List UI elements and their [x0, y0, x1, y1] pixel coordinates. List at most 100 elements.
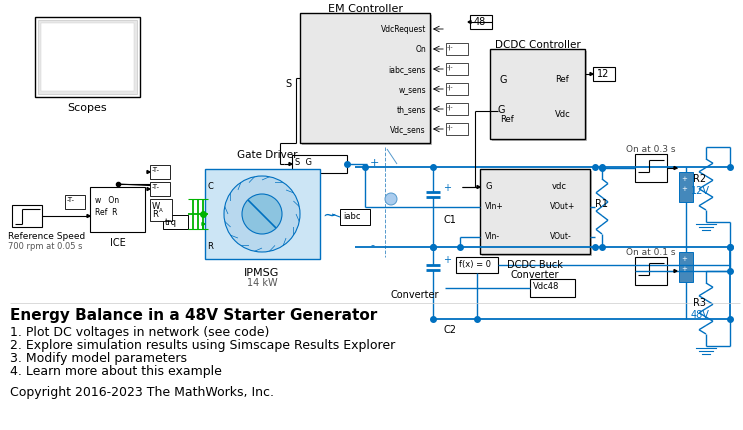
Circle shape [385, 194, 397, 206]
Text: Energy Balance in a 48V Starter Generator: Energy Balance in a 48V Starter Generato… [10, 307, 377, 322]
Text: 48: 48 [474, 17, 486, 27]
Text: +: + [681, 255, 687, 261]
Text: R: R [152, 209, 158, 218]
Text: iabc: iabc [343, 212, 360, 221]
Polygon shape [147, 188, 150, 191]
Text: R: R [207, 241, 213, 250]
Text: Converter: Converter [391, 289, 439, 299]
Text: On at 0.3 s: On at 0.3 s [626, 144, 675, 154]
Bar [90, 187, 145, 233]
Text: Vdc: Vdc [555, 110, 571, 119]
Bar [480, 169, 590, 255]
Text: Converter: Converter [510, 269, 559, 280]
Text: VOut-: VOut- [550, 231, 572, 240]
Text: G: G [498, 105, 505, 115]
Text: 700 rpm at 0.05 s: 700 rpm at 0.05 s [8, 241, 82, 250]
Polygon shape [674, 270, 677, 273]
Polygon shape [590, 74, 593, 76]
Bar [470, 16, 492, 30]
Bar [446, 64, 468, 76]
Bar [292, 156, 347, 174]
Text: R1: R1 [595, 199, 608, 209]
Bar [482, 172, 592, 256]
Text: 3. Modify model parameters: 3. Modify model parameters [10, 351, 187, 364]
Text: 1. Plot DC voltages in network (see code): 1. Plot DC voltages in network (see code… [10, 325, 270, 338]
Text: VIn+: VIn+ [485, 202, 504, 211]
Bar [12, 206, 42, 227]
Text: DCDC Controller: DCDC Controller [495, 40, 580, 50]
Text: ICE: ICE [110, 237, 126, 247]
Text: -|-: -|- [447, 85, 454, 90]
Text: -|-: -|- [447, 105, 454, 110]
Polygon shape [87, 215, 90, 218]
Text: -T-: -T- [67, 197, 75, 203]
Text: -T-: -T- [152, 166, 160, 172]
Text: +: + [681, 186, 687, 191]
Text: On at 0.1 s: On at 0.1 s [626, 247, 675, 256]
Text: W: W [152, 202, 160, 211]
Text: th_sens: th_sens [397, 105, 426, 114]
Bar [38, 21, 137, 95]
Text: 4. Learn more about this example: 4. Learn more about this example [10, 364, 222, 377]
Text: S: S [286, 79, 292, 89]
Polygon shape [202, 223, 205, 226]
Text: iabc_sens: iabc_sens [389, 65, 426, 74]
Text: IPMSG: IPMSG [244, 267, 279, 277]
Text: 14 kW: 14 kW [247, 277, 277, 287]
Text: +: + [681, 265, 687, 271]
Text: Reference Speed: Reference Speed [8, 231, 85, 240]
Text: -|-: -|- [447, 125, 454, 130]
Bar [635, 258, 667, 286]
Text: C: C [207, 181, 213, 190]
Circle shape [242, 194, 282, 234]
Text: vdc: vdc [552, 181, 567, 190]
Bar [41, 24, 134, 92]
Bar [302, 16, 432, 146]
Bar [446, 124, 468, 136]
Text: +: + [370, 158, 380, 168]
Bar [65, 196, 85, 209]
Text: -|-: -|- [447, 65, 454, 71]
Bar [593, 68, 615, 82]
Text: Gate Driver: Gate Driver [237, 150, 297, 160]
Text: Copyright 2016-2023 The MathWorks, Inc.: Copyright 2016-2023 The MathWorks, Inc. [10, 385, 274, 398]
Bar [635, 155, 667, 183]
Text: Ref: Ref [555, 75, 568, 84]
Text: +: + [443, 255, 451, 264]
Bar [35, 18, 140, 98]
Text: -T-: -T- [152, 184, 160, 190]
Text: 2. Explore simulation results using Simscape Results Explorer: 2. Explore simulation results using Sims… [10, 338, 395, 351]
Bar [530, 280, 575, 297]
Text: C2: C2 [443, 324, 456, 334]
Text: -|-: -|- [447, 45, 454, 50]
Text: DCDC Buck: DCDC Buck [507, 259, 563, 269]
Text: G: G [485, 181, 492, 190]
Text: S  G: S G [295, 158, 312, 166]
Bar [163, 215, 188, 230]
Bar [446, 44, 468, 56]
Bar [150, 200, 172, 221]
Text: 12: 12 [597, 69, 609, 79]
Text: On: On [415, 46, 426, 54]
Polygon shape [468, 22, 471, 25]
Text: +: + [443, 183, 451, 193]
Text: C1: C1 [443, 215, 456, 224]
Polygon shape [289, 163, 292, 166]
Text: ~: ~ [322, 206, 336, 224]
Text: R2: R2 [693, 174, 706, 184]
Text: +: + [681, 175, 687, 181]
Circle shape [224, 177, 300, 252]
Text: G: G [500, 75, 507, 85]
Text: Ref: Ref [500, 115, 513, 124]
Text: w_sens: w_sens [398, 85, 426, 94]
Text: 12V: 12V [691, 186, 710, 196]
Polygon shape [674, 167, 677, 170]
Text: VOut+: VOut+ [550, 202, 575, 211]
Bar [446, 104, 468, 116]
Bar [679, 172, 693, 203]
Bar [456, 258, 498, 273]
Bar [490, 50, 585, 140]
Text: VIn-: VIn- [485, 231, 500, 240]
Text: Vdc_sens: Vdc_sens [390, 125, 426, 134]
Bar [679, 252, 693, 283]
